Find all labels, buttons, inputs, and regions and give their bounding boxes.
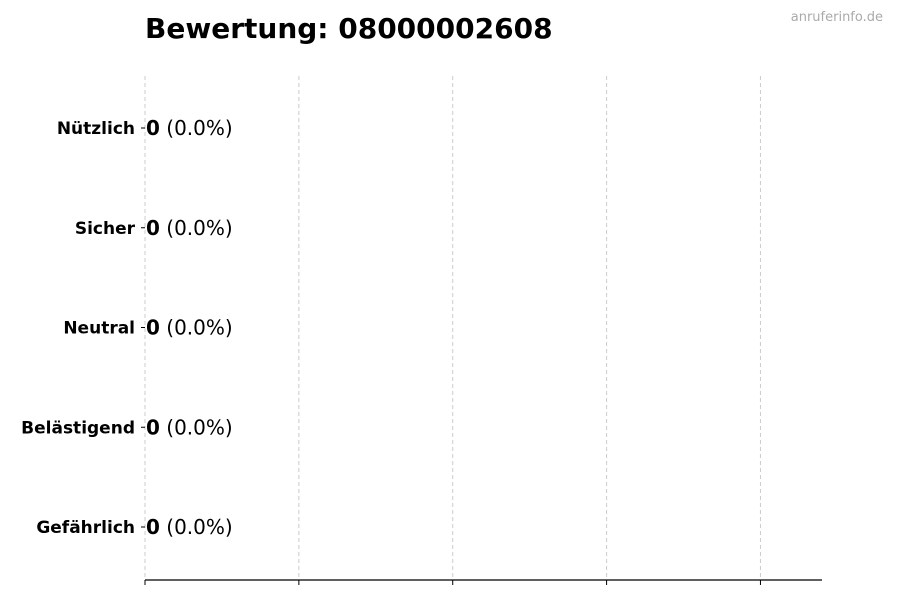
- data-label-percent: (0.0%): [160, 316, 233, 340]
- data-label-count: 0: [146, 316, 160, 340]
- y-tick-label: Belästigend: [21, 418, 135, 438]
- data-label-percent: (0.0%): [160, 216, 233, 240]
- data-label-count: 0: [146, 116, 160, 140]
- data-label: 0 (0.0%): [146, 116, 233, 140]
- data-label-percent: (0.0%): [160, 116, 233, 140]
- watermark: anruferinfo.de: [790, 10, 883, 25]
- data-label-count: 0: [146, 515, 160, 539]
- data-label-percent: (0.0%): [160, 415, 233, 439]
- y-tick-label: Gefährlich: [36, 518, 135, 538]
- y-tick-label: Neutral: [63, 319, 135, 339]
- y-tick-label: Sicher: [75, 219, 136, 239]
- data-label: 0 (0.0%): [146, 216, 233, 240]
- chart-title: Bewertung: 08000002608: [145, 12, 553, 45]
- data-label: 0 (0.0%): [146, 515, 233, 539]
- data-label-count: 0: [146, 415, 160, 439]
- y-tick-label: Nützlich: [57, 119, 135, 139]
- data-label: 0 (0.0%): [146, 415, 233, 439]
- data-label-count: 0: [146, 216, 160, 240]
- data-label: 0 (0.0%): [146, 316, 233, 340]
- data-label-percent: (0.0%): [160, 515, 233, 539]
